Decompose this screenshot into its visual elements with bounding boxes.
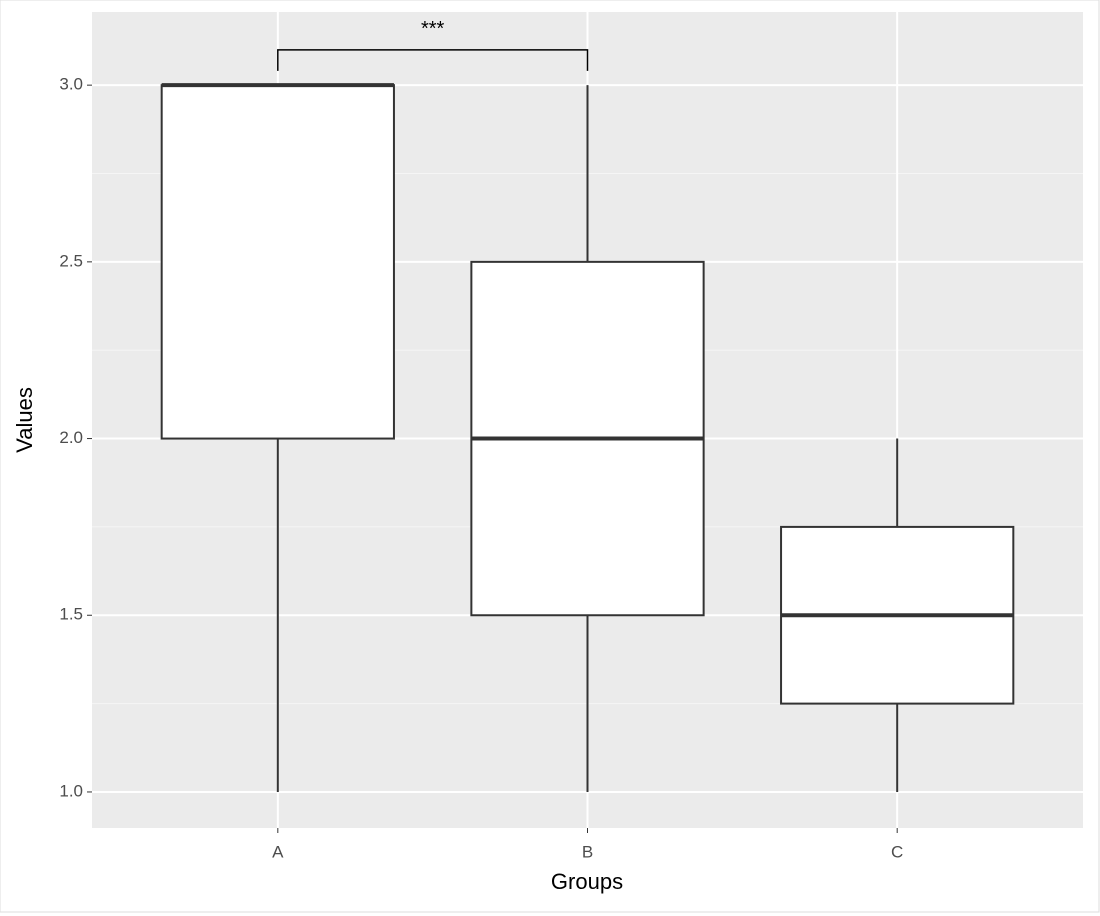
x-tick-label: A [272, 842, 284, 861]
y-axis-title: Values [12, 387, 37, 453]
significance-bracket [277, 49, 589, 71]
x-axis-title: Groups [551, 869, 623, 894]
x-tick-label: C [891, 842, 903, 861]
y-tick-label: 3.0 [59, 75, 83, 94]
y-tick-label: 1.5 [59, 605, 83, 624]
box [160, 84, 395, 440]
y-tick-label: 2.0 [59, 428, 83, 447]
y-tick-label: 2.5 [59, 251, 83, 270]
x-tick-label: B [582, 842, 593, 861]
significance-label: *** [421, 18, 445, 40]
y-tick-label: 1.0 [59, 781, 83, 800]
